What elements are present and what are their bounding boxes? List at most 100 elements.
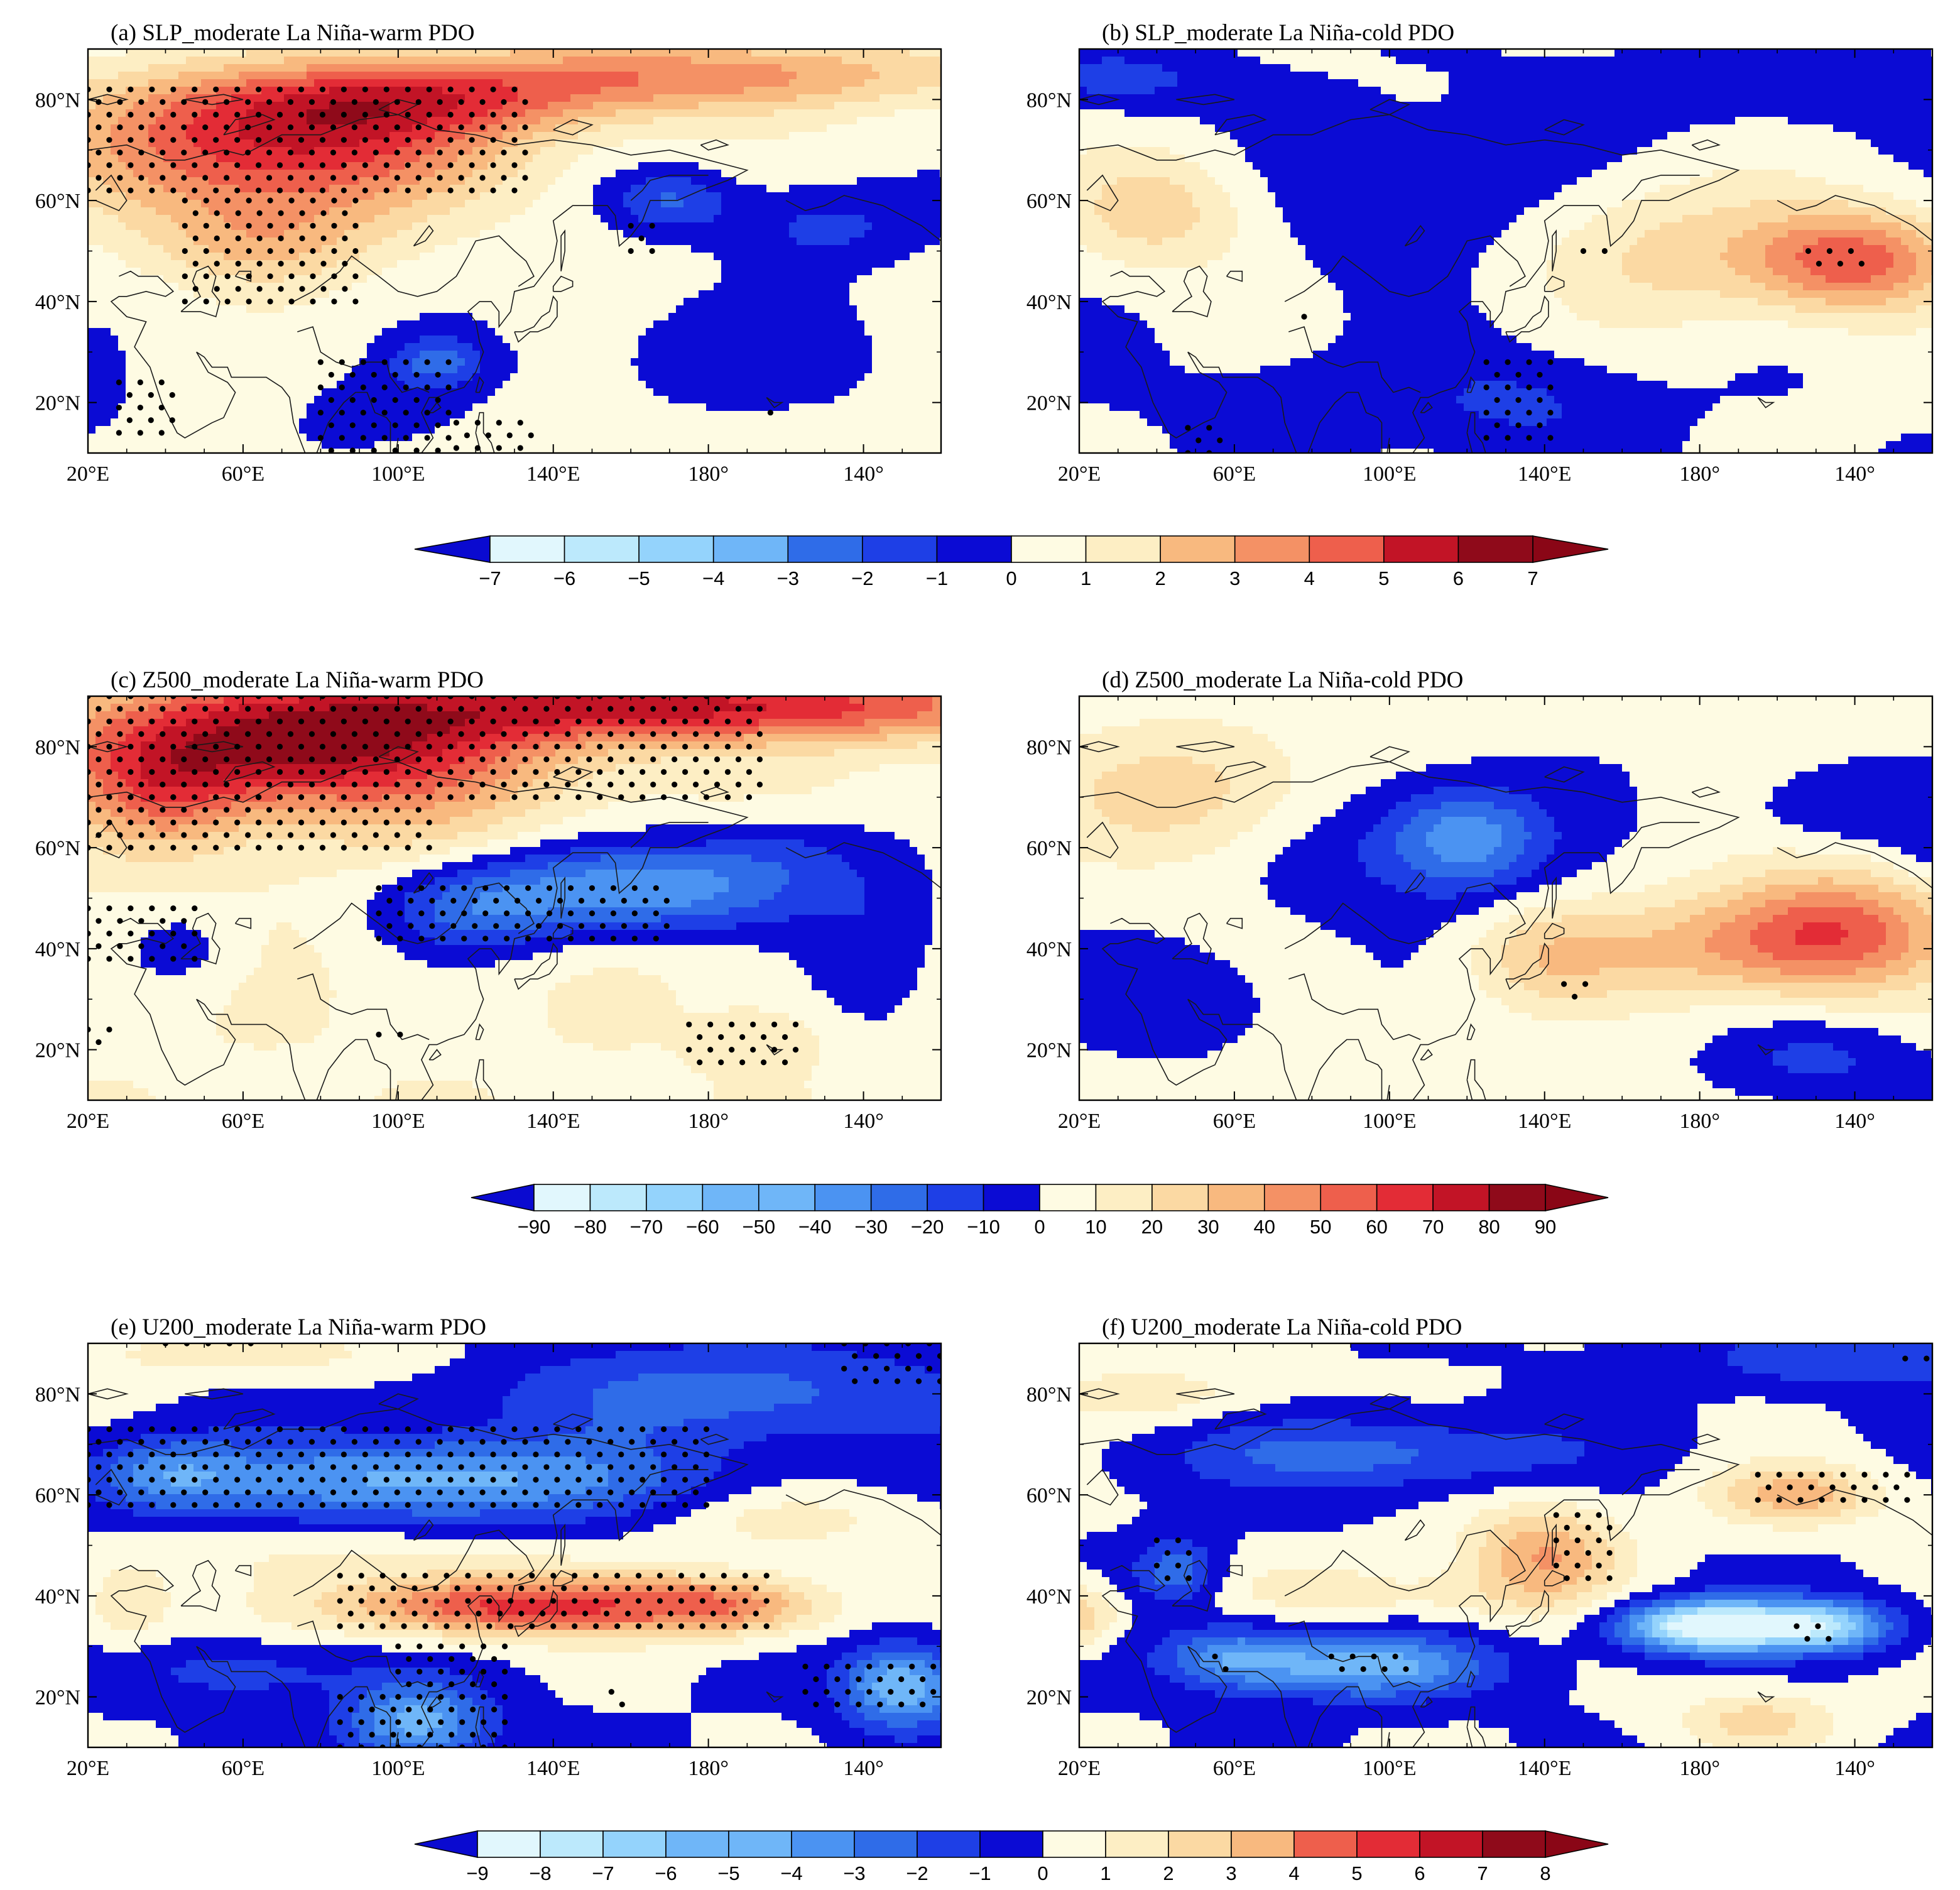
field-cell: [925, 109, 933, 117]
field-cell: [209, 253, 217, 261]
field-cell: [683, 222, 692, 231]
field-cell: [427, 102, 435, 110]
field-cell: [872, 245, 880, 253]
field-cell: [638, 275, 646, 283]
field-cell: [691, 192, 699, 200]
field-cell: [156, 328, 164, 336]
field-cell: [578, 109, 586, 117]
field-cell: [291, 162, 300, 170]
field-cell: [932, 305, 940, 314]
field-cell: [683, 79, 692, 87]
field-cell: [699, 124, 707, 133]
field-cell: [103, 373, 111, 381]
field-cell: [457, 215, 466, 223]
field-cell: [812, 222, 820, 231]
field-cell: [751, 283, 760, 291]
field-cell: [691, 72, 699, 80]
field-cell: [827, 132, 835, 140]
field-cell: [661, 207, 669, 216]
field-cell: [322, 358, 330, 366]
field-cell: [608, 49, 616, 57]
field-cell: [254, 170, 262, 178]
field-cell: [329, 132, 337, 140]
field-cell: [736, 343, 744, 351]
field-cell: [812, 57, 820, 65]
field-cell: [465, 290, 473, 298]
field-cell: [638, 343, 646, 351]
field-cell: [314, 351, 322, 359]
field-cell: [910, 177, 918, 185]
field-cell: [917, 124, 925, 133]
field-cell: [601, 177, 609, 185]
field-cell: [774, 366, 782, 374]
field-cell: [676, 79, 684, 87]
field-cell: [585, 109, 594, 117]
field-cell: [653, 147, 662, 155]
field-cell: [849, 109, 858, 117]
field-cell: [744, 155, 752, 163]
field-cell: [118, 275, 126, 283]
field-cell: [781, 230, 790, 238]
field-cell: [487, 351, 496, 359]
field-cell: [533, 117, 541, 125]
field-cell: [397, 155, 405, 163]
field-cell: [487, 328, 496, 336]
field-cell: [917, 200, 925, 208]
field-cell: [706, 57, 714, 65]
field-cell: [691, 64, 699, 72]
field-cell: [925, 147, 933, 155]
field-cell: [691, 351, 699, 359]
field-cell: [163, 336, 172, 344]
field-cell: [216, 79, 224, 87]
field-cell: [706, 102, 714, 110]
field-cell: [465, 79, 473, 87]
field-cell: [337, 268, 345, 276]
field-cell: [435, 139, 443, 148]
field-cell: [570, 109, 579, 117]
field-cell: [827, 358, 835, 366]
field-cell: [126, 222, 134, 231]
field-cell: [389, 245, 398, 253]
field-cell: [239, 245, 247, 253]
field-cell: [329, 79, 337, 87]
field-cell: [322, 373, 330, 381]
field-cell: [683, 117, 692, 125]
field-cell: [359, 207, 368, 216]
field-cell: [601, 72, 609, 80]
field-cell: [804, 230, 812, 238]
field-cell: [141, 109, 149, 117]
field-cell: [616, 177, 624, 185]
field-cell: [570, 170, 579, 178]
field-cell: [88, 313, 96, 321]
field-cell: [224, 290, 232, 298]
field-cell: [661, 72, 669, 80]
field-cell: [163, 290, 172, 298]
field-cell: [442, 155, 450, 163]
field-cell: [103, 336, 111, 344]
field-cell: [925, 215, 933, 223]
field-cell: [910, 230, 918, 238]
field-cell: [307, 336, 315, 344]
field-cell: [141, 351, 149, 359]
field-cell: [224, 283, 232, 291]
field-cell: [231, 64, 239, 72]
field-cell: [359, 298, 368, 306]
field-cell: [616, 358, 624, 366]
field-cell: [834, 87, 842, 95]
field-cell: [487, 230, 496, 238]
field-cell: [171, 238, 179, 246]
field-cell: [706, 117, 714, 125]
field-cell: [518, 64, 526, 72]
field-cell: [495, 64, 503, 72]
field-cell: [261, 155, 270, 163]
field-cell: [540, 253, 548, 261]
field-cell: [812, 109, 820, 117]
field-cell: [442, 305, 450, 314]
field-cell: [699, 57, 707, 65]
field-cell: [156, 49, 164, 57]
field-cell: [548, 155, 556, 163]
field-cell: [910, 49, 918, 57]
field-cell: [367, 366, 375, 374]
field-cell: [879, 124, 888, 133]
field-cell: [337, 366, 345, 374]
